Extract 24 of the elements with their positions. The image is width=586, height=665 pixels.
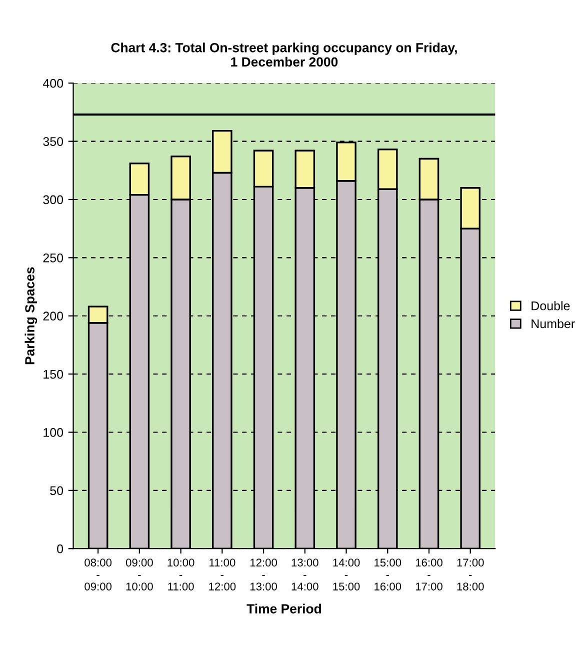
x-tick-label: 11:00 - 12:00 <box>209 558 236 590</box>
x-tick-label: 17:00 - 18:00 <box>457 558 484 590</box>
legend-label: Double <box>532 301 570 310</box>
y-tick-label: 0 <box>57 544 64 554</box>
y-tick-label: 100 <box>44 428 64 437</box>
x-tick-label: 12:00 - 13:00 <box>250 558 277 590</box>
x-tick-label: 15:00 - 16:00 <box>374 558 402 590</box>
y-tick-label: 300 <box>43 195 64 204</box>
x-axis-title: Time Period <box>246 604 321 614</box>
y-tick-label: 150 <box>44 370 64 379</box>
y-tick-label: 50 <box>50 486 64 496</box>
y-axis-title: Parking Spaces <box>24 267 38 364</box>
x-tick-label: 08:00 - 09:00 <box>84 558 112 590</box>
x-tick-label: 16:00 - 17:00 <box>416 558 442 590</box>
legend-label: Number <box>532 319 575 328</box>
y-tick-label: 200 <box>43 312 64 321</box>
chart-title: Chart 4.3: Total On-street parking occupancy on Friday, 1 December 2000 <box>111 42 457 67</box>
y-tick-label: 400 <box>42 78 64 88</box>
x-tick-label: 09:00 - 10:00 <box>126 558 153 590</box>
x-tick-label: 13:00 - 14:00 <box>292 558 318 590</box>
x-tick-label: 14:00 - 15:00 <box>333 558 360 590</box>
y-tick-label: 350 <box>43 137 64 146</box>
x-tick-label: 10:00 - 11:00 <box>168 558 194 590</box>
y-tick-label: 250 <box>43 253 64 262</box>
